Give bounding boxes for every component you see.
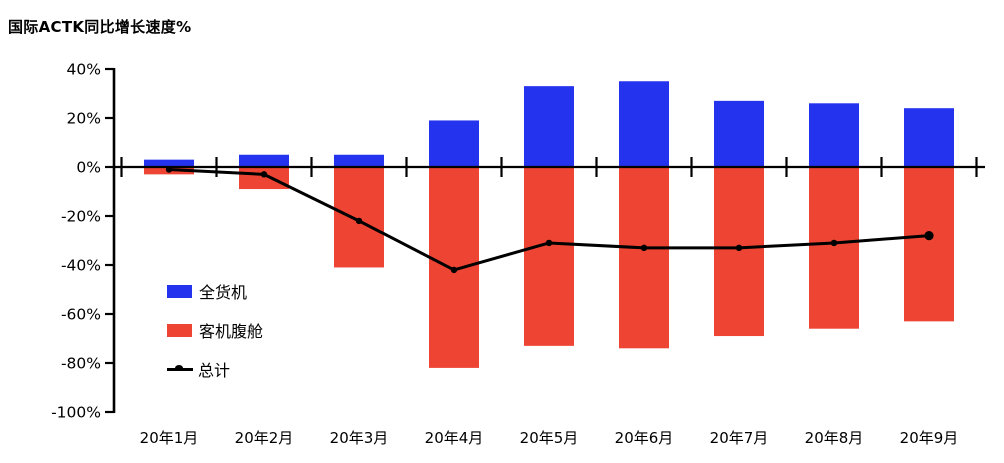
belly-bar-9 bbox=[904, 167, 954, 322]
legend-label-belly: 客机腹舱 bbox=[199, 322, 264, 341]
freighter-bar-2 bbox=[239, 154, 289, 167]
total-marker-6 bbox=[640, 244, 648, 252]
chart-title: 国际ACTK同比增长速度% bbox=[8, 18, 192, 36]
y-axis-label-20%: 20% bbox=[67, 110, 101, 128]
legend: 全货机 客机腹舱 总计 bbox=[167, 281, 263, 398]
legend-item-belly: 客机腹舱 bbox=[167, 320, 264, 341]
y-axis-label--40%: -40% bbox=[61, 257, 101, 275]
belly-bar-7 bbox=[714, 167, 764, 337]
legend-item-freighter: 全货机 bbox=[167, 281, 263, 302]
y-axis-label--100%: -100% bbox=[51, 404, 101, 422]
total-marker-9 bbox=[924, 231, 934, 241]
y-axis-label--60%: -60% bbox=[61, 306, 101, 324]
freighter-bar-5 bbox=[524, 86, 574, 167]
total-marker-2 bbox=[260, 171, 268, 178]
belly-bar-5 bbox=[524, 167, 574, 346]
freighter-bar-4 bbox=[429, 120, 479, 167]
x-axis-label-2: 20年2月 bbox=[235, 429, 294, 447]
freighter-bar-7 bbox=[714, 100, 764, 167]
belly-bar-3 bbox=[334, 167, 384, 268]
x-axis-label-4: 20年4月 bbox=[425, 429, 484, 447]
x-axis-label-7: 20年7月 bbox=[710, 429, 769, 447]
y-axis-label-40%: 40% bbox=[67, 61, 101, 79]
total-marker-3 bbox=[355, 217, 363, 225]
x-axis-label-3: 20年3月 bbox=[330, 429, 389, 447]
y-axis-label--20%: -20% bbox=[61, 208, 101, 226]
freighter-bar-6 bbox=[619, 81, 669, 167]
belly-bar-8 bbox=[809, 167, 859, 329]
total-line-marker-icon bbox=[175, 364, 183, 371]
freighter-bar-3 bbox=[334, 154, 384, 167]
freighter-bar-1 bbox=[144, 159, 194, 167]
belly-bar-2 bbox=[239, 167, 289, 190]
freighter-bar-9 bbox=[904, 108, 954, 167]
y-axis-label--80%: -80% bbox=[61, 355, 101, 373]
legend-item-total: 总计 bbox=[167, 359, 263, 380]
y-axis-label-0%: 0% bbox=[76, 159, 101, 177]
total-marker-1 bbox=[165, 166, 173, 173]
total-marker-5 bbox=[545, 239, 553, 247]
belly-swatch-icon bbox=[167, 323, 192, 337]
x-axis-label-6: 20年6月 bbox=[615, 429, 674, 447]
total-marker-7 bbox=[735, 244, 743, 252]
total-marker-8 bbox=[830, 239, 838, 247]
legend-label-total: 总计 bbox=[198, 361, 231, 380]
total-marker-4 bbox=[450, 266, 458, 274]
x-axis-label-5: 20年5月 bbox=[520, 429, 579, 447]
x-axis-label-1: 20年1月 bbox=[140, 429, 199, 447]
freighter-bar-8 bbox=[809, 103, 859, 167]
belly-bar-6 bbox=[619, 167, 669, 349]
legend-label-freighter: 全货机 bbox=[199, 283, 248, 302]
x-axis-label-8: 20年8月 bbox=[805, 429, 864, 447]
x-axis-label-9: 20年9月 bbox=[900, 429, 959, 447]
freighter-swatch-icon bbox=[167, 284, 192, 298]
total-line-swatch-icon bbox=[167, 364, 193, 371]
